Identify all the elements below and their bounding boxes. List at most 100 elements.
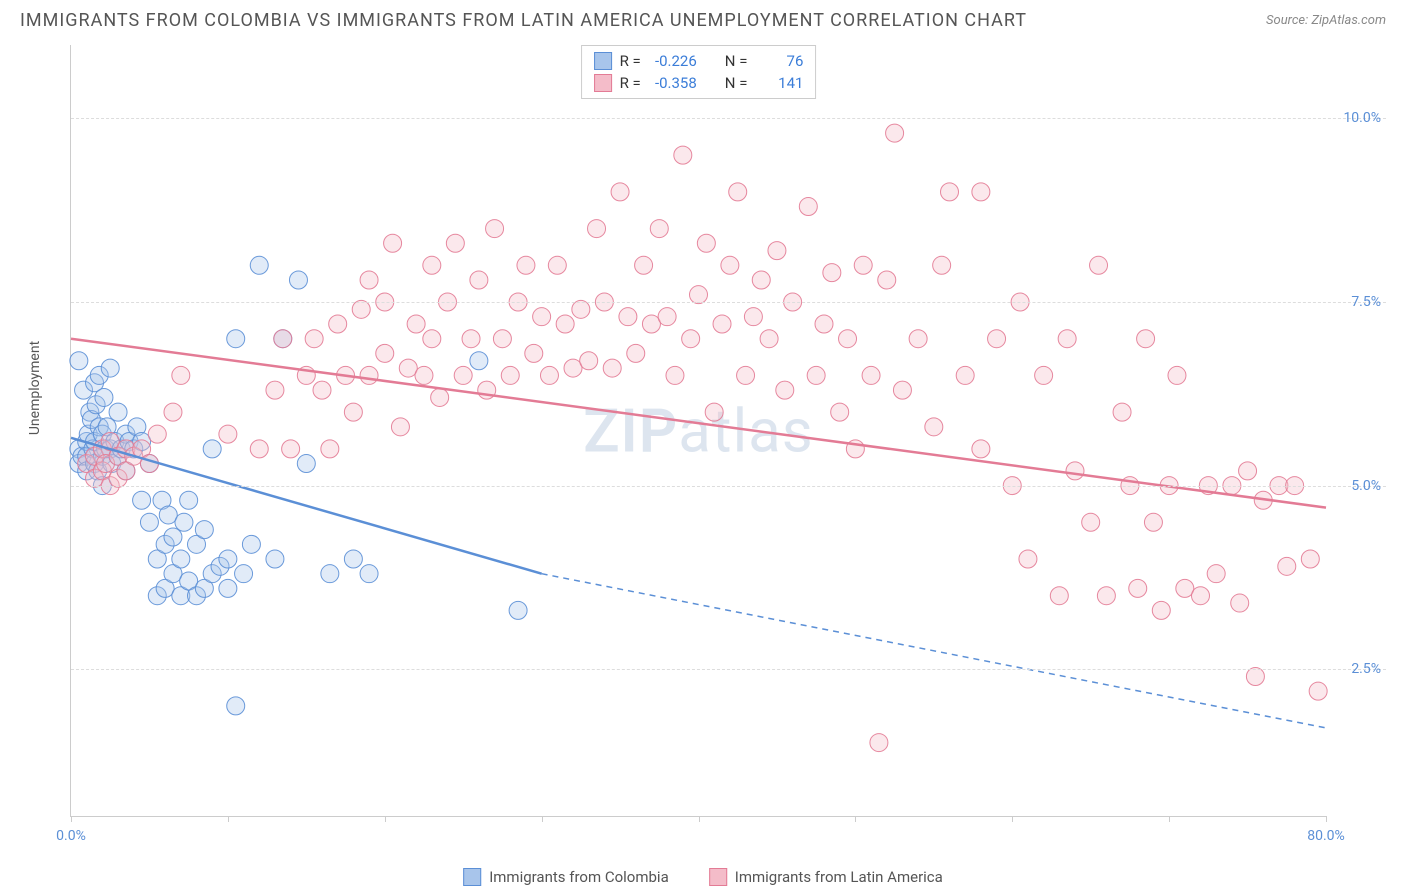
- data-point: [972, 440, 990, 458]
- data-point: [219, 550, 237, 568]
- data-point: [148, 425, 166, 443]
- data-point: [729, 183, 747, 201]
- x-tick-label: 0.0%: [56, 828, 86, 844]
- data-point: [219, 425, 237, 443]
- legend-n-label: N =: [725, 52, 748, 70]
- data-point: [321, 565, 339, 583]
- data-point: [831, 403, 849, 421]
- x-tick: [228, 816, 229, 822]
- data-point: [195, 521, 213, 539]
- y-tick-label: 2.5%: [1351, 661, 1381, 677]
- chart-title: IMMIGRANTS FROM COLOMBIA VS IMMIGRANTS F…: [20, 10, 1027, 31]
- data-point: [674, 146, 692, 164]
- data-point: [446, 234, 464, 252]
- data-point: [70, 352, 88, 370]
- data-point: [627, 344, 645, 362]
- data-point: [1144, 513, 1162, 531]
- data-point: [164, 528, 182, 546]
- data-point: [1066, 462, 1084, 480]
- data-point: [1309, 682, 1327, 700]
- data-point: [344, 550, 362, 568]
- x-tick-label: 80.0%: [1307, 828, 1345, 844]
- source-attribution: Source: ZipAtlas.com: [1266, 13, 1386, 28]
- data-point: [297, 455, 315, 473]
- data-point: [556, 315, 574, 333]
- data-point: [517, 256, 535, 274]
- data-point: [415, 366, 433, 384]
- x-tick: [71, 816, 72, 822]
- data-point: [588, 220, 606, 238]
- data-point: [175, 513, 193, 531]
- data-point: [1192, 587, 1210, 605]
- data-point: [227, 330, 245, 348]
- legend-series-item: Immigrants from Latin America: [709, 868, 943, 886]
- data-point: [768, 242, 786, 260]
- data-point: [360, 271, 378, 289]
- data-point: [431, 388, 449, 406]
- data-point: [250, 256, 268, 274]
- data-point: [1168, 366, 1186, 384]
- data-point: [172, 550, 190, 568]
- data-point: [1035, 366, 1053, 384]
- data-point: [744, 308, 762, 326]
- y-tick-label: 7.5%: [1351, 294, 1381, 310]
- data-point: [1137, 330, 1155, 348]
- data-point: [423, 330, 441, 348]
- data-point: [823, 264, 841, 282]
- data-point: [454, 366, 472, 384]
- data-point: [376, 344, 394, 362]
- y-axis-label: Unemployment: [27, 341, 43, 435]
- chart-container: Unemployment ZIPatlas R =-0.226N =76R =-…: [45, 45, 1386, 847]
- scatter-plot-svg: [71, 45, 1326, 816]
- data-point: [305, 330, 323, 348]
- data-point: [109, 403, 127, 421]
- data-point: [548, 256, 566, 274]
- data-point: [384, 234, 402, 252]
- data-point: [886, 124, 904, 142]
- data-point: [988, 330, 1006, 348]
- data-point: [219, 579, 237, 597]
- data-point: [697, 234, 715, 252]
- data-point: [658, 308, 676, 326]
- data-point: [737, 366, 755, 384]
- data-point: [752, 271, 770, 289]
- legend-n-label: N =: [725, 74, 748, 92]
- data-point: [580, 352, 598, 370]
- legend-n-value: 76: [755, 52, 803, 70]
- data-point: [650, 220, 668, 238]
- data-point: [250, 440, 268, 458]
- legend-swatch: [463, 868, 481, 886]
- data-point: [140, 513, 158, 531]
- data-point: [807, 366, 825, 384]
- data-point: [760, 330, 778, 348]
- data-point: [705, 403, 723, 421]
- grid-line: [71, 486, 1386, 487]
- legend-series-label: Immigrants from Latin America: [735, 868, 943, 886]
- data-point: [266, 381, 284, 399]
- data-point: [839, 330, 857, 348]
- data-point: [329, 315, 347, 333]
- data-point: [203, 440, 221, 458]
- grid-line: [71, 302, 1386, 303]
- data-point: [313, 381, 331, 399]
- data-point: [533, 308, 551, 326]
- data-point: [972, 183, 990, 201]
- data-point: [235, 565, 253, 583]
- data-point: [862, 366, 880, 384]
- data-point: [611, 183, 629, 201]
- legend-r-value: -0.226: [649, 52, 697, 70]
- grid-line: [71, 669, 1386, 670]
- data-point: [925, 418, 943, 436]
- data-point: [101, 359, 119, 377]
- data-point: [391, 418, 409, 436]
- data-point: [799, 198, 817, 216]
- y-tick-label: 10.0%: [1343, 110, 1381, 126]
- legend-series-item: Immigrants from Colombia: [463, 868, 669, 886]
- legend-r-label: R =: [620, 52, 641, 70]
- data-point: [956, 366, 974, 384]
- x-tick: [1169, 816, 1170, 822]
- data-point: [470, 352, 488, 370]
- data-point: [227, 697, 245, 715]
- data-point: [1301, 550, 1319, 568]
- data-point: [1113, 403, 1131, 421]
